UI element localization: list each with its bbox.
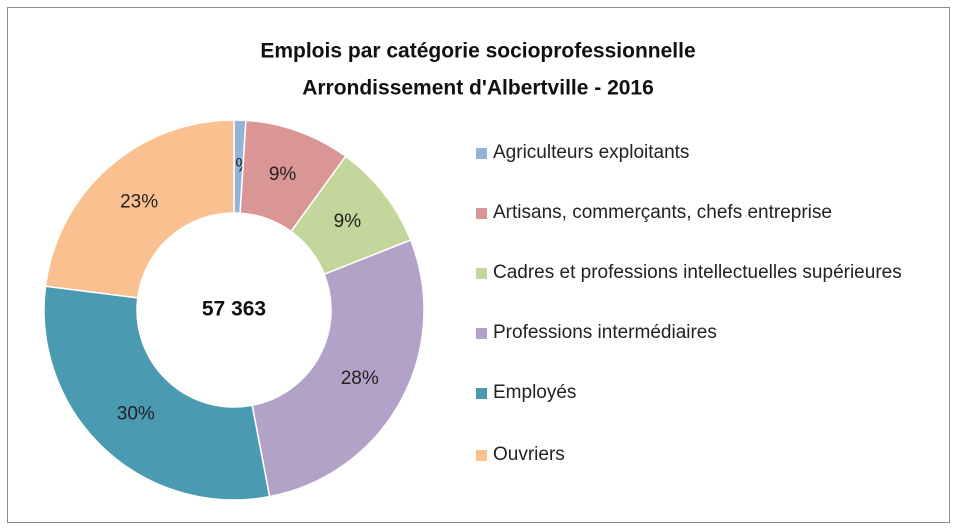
- legend-label: Agriculteurs exploitants: [493, 142, 690, 163]
- legend-item: Professions intermédiaires: [476, 320, 941, 346]
- donut-slice: [251, 239, 425, 498]
- donut-slice: [43, 285, 271, 501]
- data-label: 23%: [120, 191, 158, 212]
- legend-label: Professions intermédiaires: [493, 322, 717, 343]
- legend-label: Cadres et professions intellectuelles su…: [493, 262, 902, 283]
- legend-item: Cadres et professions intellectuelles su…: [476, 260, 941, 286]
- chart-title: Emplois par catégorie socioprofessionnel…: [260, 40, 695, 63]
- legend-swatch: [476, 268, 487, 279]
- legend-label: Ouvriers: [493, 444, 565, 465]
- legend-item: Employés: [476, 380, 941, 406]
- legend-swatch: [476, 148, 487, 159]
- legend-swatch: [476, 388, 487, 399]
- donut-slice: [44, 119, 235, 299]
- legend-label: Artisans, commerçants, chefs entreprise: [493, 202, 832, 223]
- data-label: 9%: [334, 211, 362, 232]
- chart-subtitle: Arrondissement d'Albertville - 2016: [302, 77, 654, 100]
- legend-label: Employés: [493, 382, 577, 403]
- data-label: 30%: [117, 404, 155, 425]
- legend-swatch: [476, 328, 487, 339]
- legend-item: Ouvriers: [476, 442, 941, 468]
- legend-item: Agriculteurs exploitants: [476, 140, 941, 166]
- legend-swatch: [476, 450, 487, 461]
- legend-swatch: [476, 208, 487, 219]
- data-label: 9%: [269, 164, 297, 185]
- total-label: 57 363: [202, 298, 266, 321]
- data-label: 28%: [341, 368, 379, 389]
- legend-item: Artisans, commerçants, chefs entreprise: [476, 200, 941, 226]
